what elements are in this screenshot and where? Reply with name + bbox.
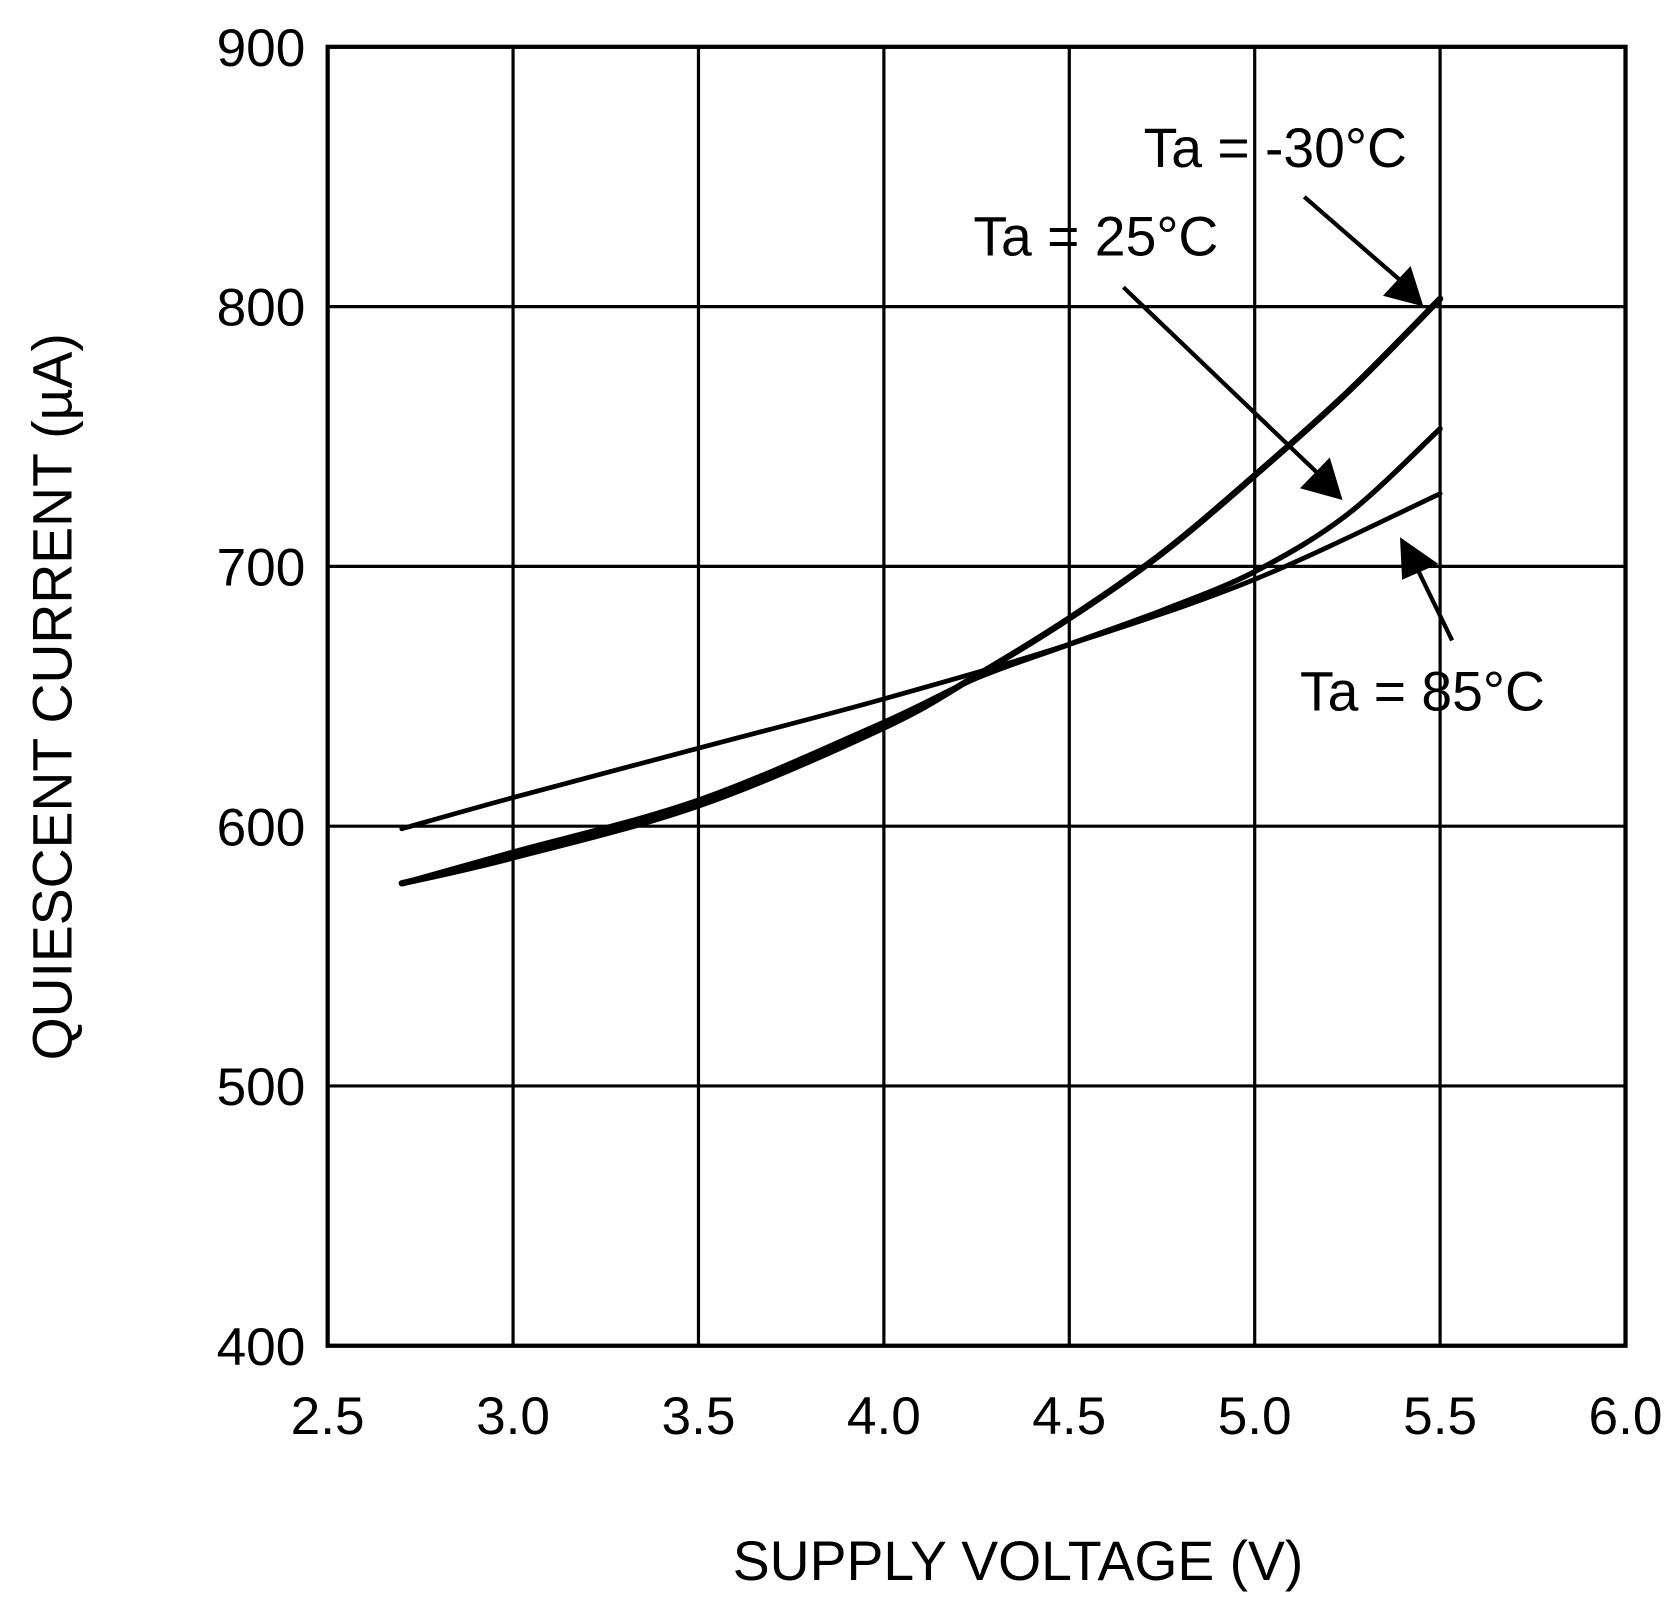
y-axis-label: QUIESCENT CURRENT (µA) bbox=[21, 333, 83, 1060]
y-tick-label: 800 bbox=[217, 279, 306, 338]
y-tick-label: 900 bbox=[217, 19, 306, 78]
y-tick-label: 700 bbox=[217, 539, 306, 598]
plot-frame bbox=[325, 44, 1628, 1348]
annotation-25: Ta = 25°C bbox=[973, 205, 1343, 501]
annotation-minus30: Ta = -30°C bbox=[1144, 117, 1424, 307]
x-tick-label: 6.0 bbox=[1589, 1387, 1663, 1446]
x-tick-label: 4.0 bbox=[847, 1387, 921, 1446]
annotation-label-minus30: Ta = -30°C bbox=[1144, 117, 1407, 179]
y-tick-labels: 400 500 600 700 800 900 bbox=[217, 19, 306, 1377]
annotation-arrow-85 bbox=[1412, 562, 1455, 642]
annotation-arrow-25 bbox=[1121, 285, 1323, 479]
x-tick-label: 5.5 bbox=[1403, 1387, 1477, 1446]
series-line-85c bbox=[399, 491, 1443, 832]
y-tick-label: 400 bbox=[217, 1318, 306, 1377]
x-axis-label: SUPPLY VOLTAGE (V) bbox=[733, 1530, 1304, 1592]
arrowhead-85 bbox=[1399, 537, 1439, 580]
y-tick-label: 500 bbox=[217, 1058, 306, 1117]
annotation-arrow-minus30 bbox=[1302, 195, 1404, 284]
series-line-minus30c bbox=[398, 295, 1444, 887]
series-lines bbox=[398, 295, 1444, 887]
arrowhead-25 bbox=[1299, 457, 1343, 501]
x-tick-labels: 2.5 3.0 3.5 4.0 4.5 5.0 5.5 6.0 bbox=[291, 1387, 1663, 1446]
arrowhead-minus30 bbox=[1382, 265, 1424, 307]
x-tick-label: 3.5 bbox=[661, 1387, 735, 1446]
x-tick-label: 3.0 bbox=[476, 1387, 550, 1446]
x-tick-label: 4.5 bbox=[1032, 1387, 1106, 1446]
annotation-label-25: Ta = 25°C bbox=[973, 205, 1218, 267]
annotation-85: Ta = 85°C bbox=[1300, 537, 1545, 723]
annotation-label-85: Ta = 85°C bbox=[1300, 661, 1545, 723]
x-tick-label: 5.0 bbox=[1218, 1387, 1292, 1446]
x-tick-label: 2.5 bbox=[291, 1387, 365, 1446]
y-tick-label: 600 bbox=[217, 798, 306, 857]
series-line-25c bbox=[399, 426, 1443, 886]
